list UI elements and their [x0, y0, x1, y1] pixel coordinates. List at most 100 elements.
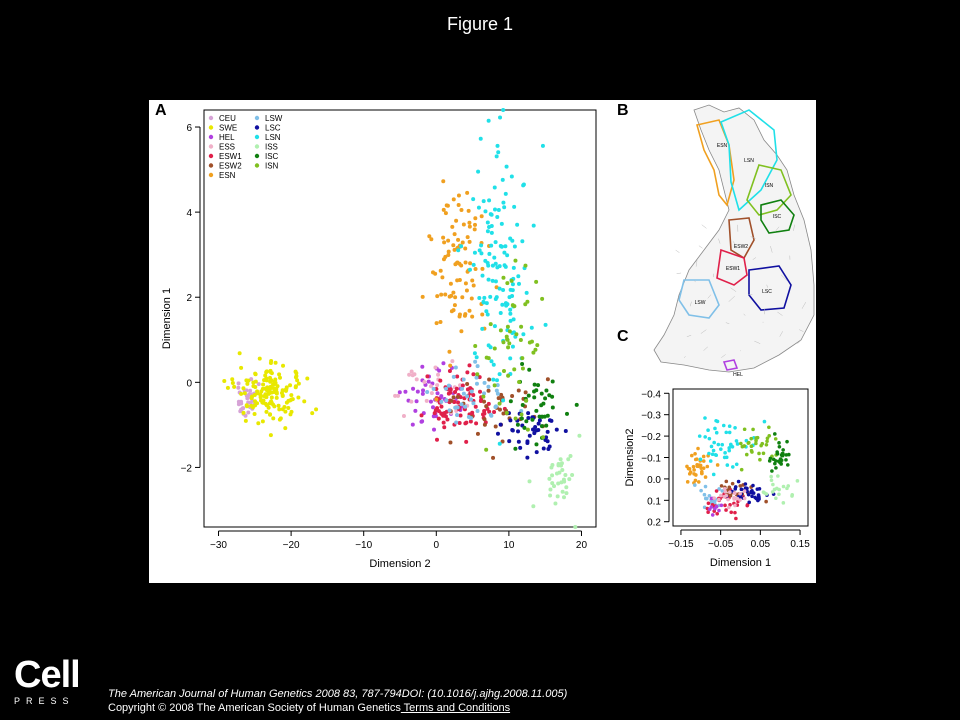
- point-swe: [237, 351, 242, 356]
- point-isn: [505, 281, 510, 286]
- legend-label-lsc: LSC: [265, 124, 281, 133]
- point-esn: [452, 303, 457, 308]
- point-iss: [552, 484, 557, 489]
- point-esn: [468, 261, 473, 266]
- terms-link[interactable]: Terms and Conditions: [400, 702, 511, 714]
- point-lsn: [493, 261, 498, 266]
- point-lsc: [546, 446, 551, 451]
- point-lsc: [543, 437, 548, 442]
- point-lsn: [494, 378, 499, 383]
- point-swe: [275, 384, 280, 389]
- point-lsn: [698, 457, 703, 462]
- point-lsn: [492, 185, 497, 190]
- point-esn: [446, 249, 451, 254]
- point-esn: [692, 468, 696, 472]
- point-esn: [456, 193, 461, 198]
- point-lsn: [515, 222, 520, 227]
- legend-marker-lsc: [254, 125, 260, 130]
- point-lsw: [720, 489, 725, 493]
- point-lsc: [738, 495, 743, 500]
- point-swe: [260, 386, 265, 391]
- municipality-border: [695, 260, 698, 267]
- legend-marker-isn: [254, 163, 260, 168]
- point-esn: [701, 459, 706, 463]
- point-lsw: [494, 388, 499, 393]
- point-lsn: [719, 447, 723, 451]
- point-lsn: [495, 143, 500, 148]
- point-isn: [520, 356, 525, 361]
- point-isn: [541, 435, 546, 440]
- point-isn: [751, 427, 755, 432]
- point-swe: [253, 379, 258, 384]
- point-iss: [786, 484, 791, 488]
- point-hel: [410, 422, 415, 427]
- legend-label-ceu: CEU: [219, 114, 236, 123]
- point-ess: [728, 490, 732, 494]
- point-lsn: [521, 183, 526, 188]
- point-swe: [277, 407, 282, 412]
- point-swe: [286, 398, 291, 403]
- point-esw1: [706, 501, 711, 506]
- region-isn: [746, 164, 792, 216]
- point-lsn: [507, 295, 512, 300]
- point-swe: [293, 375, 298, 380]
- point-swe: [252, 411, 257, 416]
- point-ess: [450, 359, 455, 364]
- point-esn: [439, 292, 444, 297]
- point-ess: [409, 369, 414, 374]
- point-swe: [253, 384, 258, 389]
- point-lsn: [512, 204, 517, 209]
- point-lsn: [733, 426, 737, 430]
- point-isn: [750, 450, 754, 454]
- point-swe: [241, 410, 246, 415]
- point-esn: [470, 314, 475, 319]
- point-lsn: [479, 251, 484, 256]
- x-tick-label: −0.15: [668, 539, 694, 550]
- point-iss: [561, 495, 566, 500]
- point-swe: [225, 385, 230, 390]
- legend-label-lsn: LSN: [265, 133, 281, 142]
- point-lsw: [446, 383, 451, 388]
- point-esw1: [464, 439, 469, 444]
- point-esw1: [723, 503, 727, 508]
- point-lsn: [480, 273, 485, 278]
- point-esn: [453, 295, 458, 300]
- point-ceu: [256, 382, 261, 387]
- municipality-border: [801, 301, 807, 309]
- point-swe: [271, 386, 276, 391]
- point-isc: [539, 391, 544, 396]
- point-isn: [525, 299, 530, 304]
- point-esw1: [438, 378, 443, 383]
- point-esn: [471, 283, 476, 288]
- point-isc: [544, 388, 549, 393]
- x-tick-label: 20: [576, 540, 588, 551]
- point-lsn: [472, 351, 477, 356]
- municipality-border: [683, 356, 686, 358]
- point-swe: [255, 401, 260, 406]
- point-lsn: [510, 288, 515, 293]
- point-lsn: [471, 262, 476, 267]
- point-isc: [520, 361, 525, 366]
- point-esw1: [478, 399, 483, 404]
- point-esw1: [729, 510, 734, 515]
- point-lsn: [540, 143, 545, 148]
- point-lsn: [727, 446, 731, 450]
- x-tick-label: −0.05: [708, 539, 734, 550]
- point-lsn: [486, 263, 491, 268]
- x-tick-label: 0.05: [751, 539, 771, 550]
- point-isn: [512, 304, 517, 309]
- point-esn: [691, 464, 696, 469]
- point-isc: [773, 459, 778, 463]
- point-swe: [267, 375, 272, 380]
- point-lsc: [530, 427, 535, 432]
- y-tick-label: −0.1: [641, 454, 661, 465]
- point-lsn: [715, 419, 720, 424]
- point-hel: [397, 390, 402, 395]
- point-lsc: [507, 439, 512, 444]
- point-swe: [256, 421, 261, 426]
- point-esw1: [706, 510, 710, 515]
- point-isc: [550, 405, 555, 410]
- point-isn: [761, 451, 766, 456]
- point-lsn: [484, 309, 489, 314]
